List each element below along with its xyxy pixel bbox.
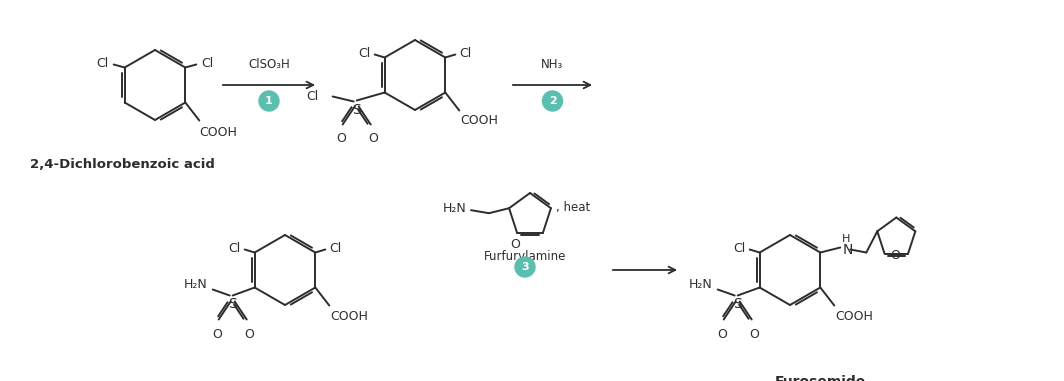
Text: O: O: [244, 328, 253, 341]
Text: COOH: COOH: [835, 309, 874, 322]
Text: N: N: [843, 242, 852, 256]
Text: 3: 3: [521, 262, 529, 272]
Circle shape: [515, 257, 535, 277]
Text: H: H: [843, 234, 851, 245]
Text: COOH: COOH: [461, 115, 498, 128]
Text: H₂N: H₂N: [184, 278, 207, 291]
Text: COOH: COOH: [199, 126, 237, 139]
Text: O: O: [510, 238, 520, 251]
Circle shape: [259, 91, 279, 111]
Text: 2,4-Dichlorobenzoic acid: 2,4-Dichlorobenzoic acid: [30, 158, 215, 171]
Text: Cl: Cl: [460, 47, 471, 60]
Text: Cl: Cl: [229, 242, 240, 255]
Text: , heat: , heat: [556, 200, 591, 213]
Text: Furfurylamine: Furfurylamine: [484, 250, 566, 263]
Text: H₂N: H₂N: [688, 278, 713, 291]
Text: O: O: [368, 133, 378, 146]
Text: Cl: Cl: [306, 90, 319, 103]
Text: H₂N: H₂N: [443, 202, 466, 215]
Text: Cl: Cl: [97, 57, 109, 70]
Text: O: O: [717, 328, 727, 341]
Text: Furosemide: Furosemide: [775, 375, 866, 381]
Text: 1: 1: [265, 96, 272, 106]
Text: Cl: Cl: [330, 242, 342, 255]
Text: COOH: COOH: [330, 309, 368, 322]
Text: Cl: Cl: [201, 57, 214, 70]
Text: S: S: [352, 102, 361, 117]
Text: ClSO₃H: ClSO₃H: [248, 58, 289, 71]
Text: O: O: [336, 133, 346, 146]
Text: S: S: [229, 298, 237, 312]
Text: O: O: [891, 249, 900, 262]
Text: Cl: Cl: [359, 47, 370, 60]
Circle shape: [543, 91, 563, 111]
Text: NH₃: NH₃: [542, 58, 564, 71]
Text: Cl: Cl: [733, 242, 746, 255]
Text: O: O: [749, 328, 759, 341]
Text: 2: 2: [549, 96, 556, 106]
Text: O: O: [212, 328, 221, 341]
Text: S: S: [733, 298, 742, 312]
